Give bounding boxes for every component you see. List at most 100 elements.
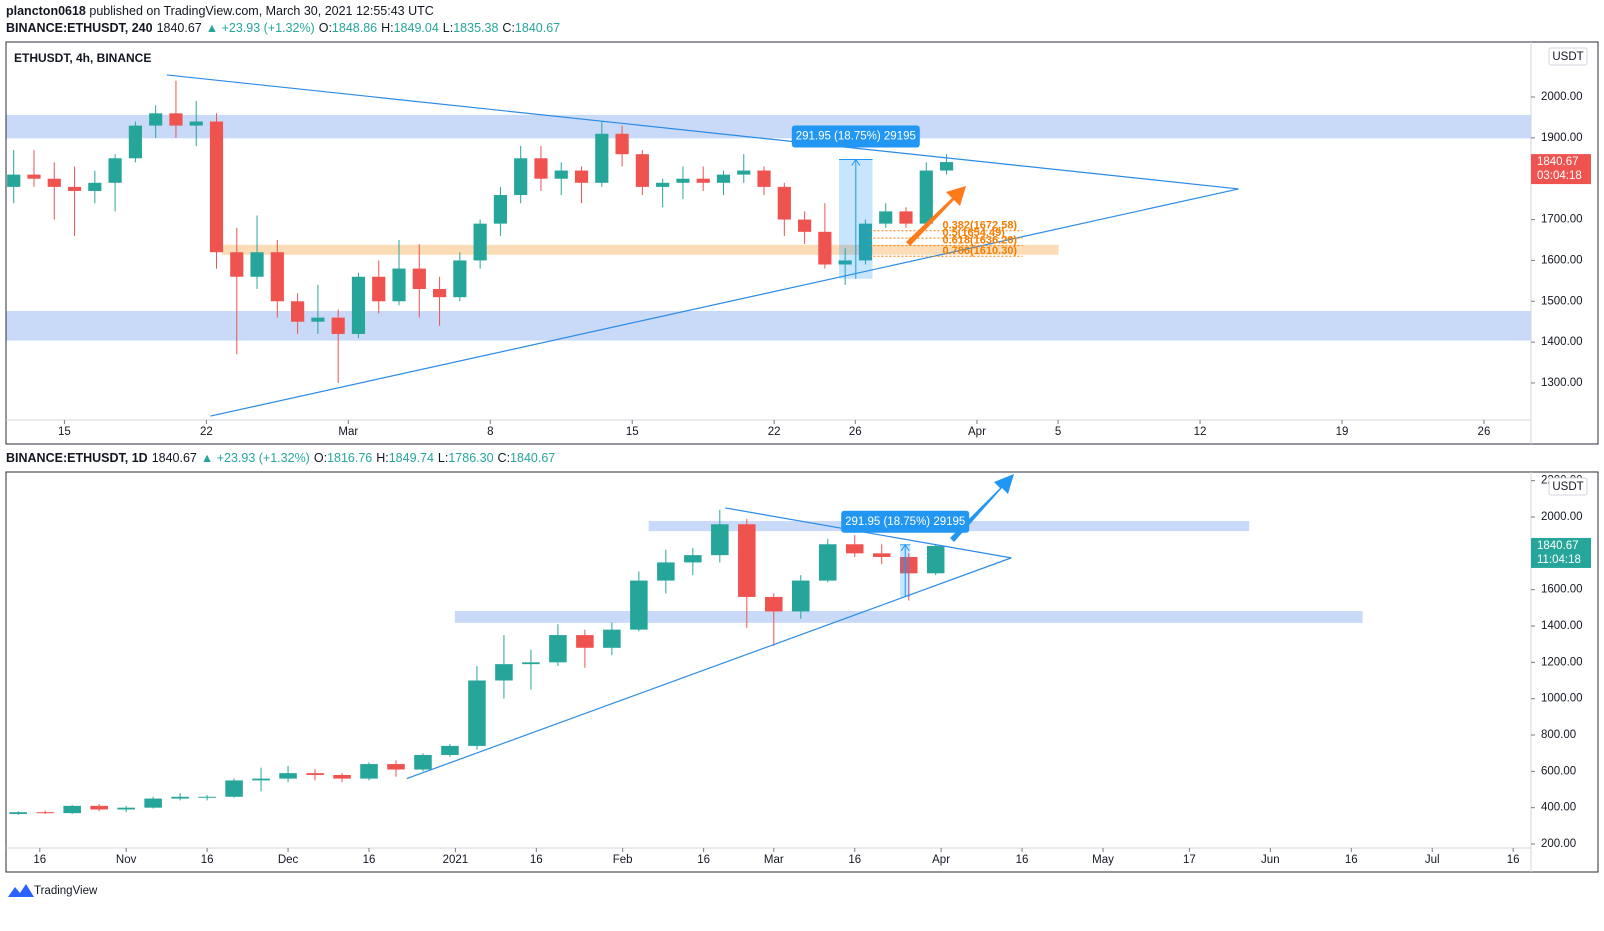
measure-label: 291.95 (18.75%) 29195 <box>845 516 965 528</box>
candle-body <box>657 562 675 581</box>
author: plancton0618 <box>6 4 86 18</box>
quote-close-label: C: <box>502 21 515 35</box>
candle-body <box>128 125 142 159</box>
candle-body <box>899 211 913 224</box>
x-tick-label: 26 <box>849 426 862 438</box>
quote-change: ▲ +23.93 (+1.32%) <box>205 21 315 35</box>
candle-body <box>757 170 771 187</box>
y-tick-label: 800.00 <box>1541 729 1576 741</box>
candle-body <box>939 162 954 171</box>
x-tick-label: Apr <box>932 854 950 866</box>
y-tick-label: 1700.00 <box>1541 214 1583 226</box>
y-tick-label: 1600.00 <box>1541 584 1583 596</box>
trendline <box>166 74 1239 190</box>
candle-body <box>333 774 351 779</box>
candle-body <box>716 174 731 183</box>
quote-open: 1848.86 <box>331 21 378 35</box>
unit-box <box>1548 477 1588 496</box>
quote-high-label: H: <box>381 21 394 35</box>
x-tick-label: 26 <box>1478 426 1491 438</box>
candle-body <box>798 219 812 232</box>
zone <box>222 244 1059 255</box>
x-tick-label: 16 <box>1507 854 1520 866</box>
candle-body <box>845 544 864 554</box>
candle-body <box>387 764 405 770</box>
y-tick-label: 1300.00 <box>1541 377 1583 389</box>
candle-body <box>495 664 513 681</box>
panel-frame <box>5 471 1599 873</box>
candle-body <box>818 231 832 265</box>
unit-box <box>1548 47 1588 66</box>
candle-body <box>441 745 459 755</box>
price-label: 1840.67 <box>1537 156 1579 168</box>
fib-label: 0.5(1654.49) <box>942 227 1005 239</box>
chart-legend: ETHUSDT, 4h, BINANCE <box>14 51 151 65</box>
trendline <box>725 507 1012 559</box>
x-tick-label: 17 <box>1183 854 1196 866</box>
candle-body <box>576 635 594 648</box>
candle-body <box>90 805 108 810</box>
y-tick-label: 1200.00 <box>1541 656 1583 668</box>
quote-close-label: C: <box>497 451 511 465</box>
x-tick-label: Jul <box>1425 854 1440 866</box>
candle-body <box>792 580 810 612</box>
measure-label: 291.95 (18.75%) 29195 <box>796 131 916 143</box>
x-tick-label: 12 <box>1194 426 1207 438</box>
candle-body <box>250 252 264 277</box>
candle-body <box>392 268 406 302</box>
candle-body <box>198 796 216 798</box>
candle-body <box>574 170 589 183</box>
candle-body <box>615 133 629 155</box>
quote-open-label: O: <box>313 451 328 465</box>
candle-body <box>453 260 467 298</box>
x-tick-label: Mar <box>764 854 784 866</box>
candle-body <box>27 174 41 179</box>
y-tick-label: 400.00 <box>1541 802 1576 814</box>
fib-label: 0.382(1672.58) <box>942 220 1017 232</box>
y-tick-label: 1400.00 <box>1541 336 1583 348</box>
quote-last: 1840.67 <box>156 21 202 35</box>
x-tick-label: 16 <box>363 854 376 866</box>
x-tick-label: Apr <box>968 426 986 438</box>
trendline <box>210 188 1239 417</box>
quote-close: 1840.67 <box>514 21 561 35</box>
candle-body <box>414 754 432 770</box>
logo <box>8 884 34 897</box>
candle-body <box>534 158 548 179</box>
x-tick-label: 16 <box>697 854 710 866</box>
y-tick-label: 2000.00 <box>1541 511 1583 523</box>
zone <box>454 610 1363 623</box>
candle-body <box>67 186 82 191</box>
x-tick-label: Dec <box>278 854 299 866</box>
x-tick-label: 8 <box>487 426 493 438</box>
candle-body <box>171 796 189 799</box>
candle-body <box>696 178 710 183</box>
candle-body <box>169 113 183 126</box>
candle-body <box>765 596 783 612</box>
arrow <box>906 186 966 246</box>
x-tick-label: 19 <box>1336 426 1349 438</box>
x-tick-label: Nov <box>116 854 137 866</box>
candle-body <box>926 545 945 574</box>
quote-symbol: BINANCE:ETHUSDT, 1D <box>6 451 148 465</box>
y-tick-label: 600.00 <box>1541 765 1576 777</box>
plot: 0.382(1672.58)0.5(1654.49)0.618(1636.20)… <box>6 74 1531 417</box>
candle-body <box>514 158 528 196</box>
unit-label: USDT <box>1552 51 1583 63</box>
candle-body <box>777 186 791 220</box>
candle-body <box>144 798 162 808</box>
candle-body <box>331 317 345 334</box>
candle-body <box>311 317 325 322</box>
price-label: 1840.67 <box>1537 540 1579 552</box>
x-tick-label: 22 <box>200 426 213 438</box>
candle-body <box>493 195 507 224</box>
author-line: plancton0618 published on TradingView.co… <box>6 4 438 18</box>
candle-body <box>432 289 447 298</box>
candle-body <box>230 252 244 277</box>
x-tick-label: May <box>1092 854 1114 866</box>
quote-open: 1816.76 <box>327 451 373 465</box>
y-tick-label: 1000.00 <box>1541 693 1583 705</box>
x-tick-label: 5 <box>1055 426 1061 438</box>
candle-body <box>9 812 27 815</box>
